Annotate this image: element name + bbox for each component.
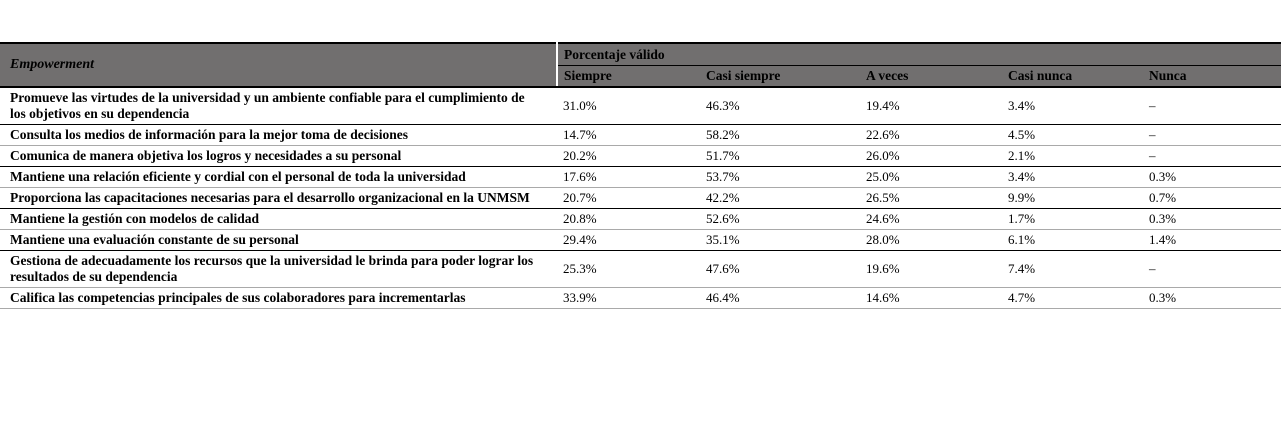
row-value: 20.7% <box>557 187 700 209</box>
row-value: 17.6% <box>557 166 700 188</box>
table-row: Gestiona de adecuadamente los recursos q… <box>0 250 1282 288</box>
row-value: 0.3% <box>1143 208 1282 230</box>
row-value: 58.2% <box>700 124 860 146</box>
column-header-row: Siempre Casi siempre A veces Casi nunca … <box>0 65 1282 88</box>
row-value: 3.4% <box>1002 87 1143 125</box>
table-row: Califica las competencias principales de… <box>0 287 1282 309</box>
row-label: Califica las competencias principales de… <box>0 287 557 309</box>
row-value: 28.0% <box>860 229 1002 251</box>
row-value: 20.2% <box>557 145 700 167</box>
row-value: 46.4% <box>700 287 860 309</box>
row-value: 26.5% <box>860 187 1002 209</box>
table-row: Consulta los medios de información para … <box>0 124 1282 146</box>
row-value: 1.7% <box>1002 208 1143 230</box>
column-header-casi-nunca: Casi nunca <box>1002 65 1143 88</box>
row-value: 24.6% <box>860 208 1002 230</box>
row-value: 25.0% <box>860 166 1002 188</box>
row-label: Mantiene una evaluación constante de su … <box>0 229 557 251</box>
row-value: 22.6% <box>860 124 1002 146</box>
row-value: 2.1% <box>1002 145 1143 167</box>
row-value: 0.7% <box>1143 187 1282 209</box>
row-label: Mantiene una relación eficiente y cordia… <box>0 166 557 188</box>
row-value: 14.6% <box>860 287 1002 309</box>
table-container: Empowerment Porcentaje válido Siempre Ca… <box>0 42 1285 309</box>
row-value: 9.9% <box>1002 187 1143 209</box>
table-row: Proporciona las capacitaciones necesaria… <box>0 187 1282 209</box>
table-header: Empowerment Porcentaje válido Siempre Ca… <box>0 43 1282 88</box>
row-label: Proporciona las capacitaciones necesaria… <box>0 187 557 209</box>
table-title-empowerment: Empowerment <box>0 43 557 88</box>
row-label: Gestiona de adecuadamente los recursos q… <box>0 250 557 288</box>
table-body: Promueve las virtudes de la universidad … <box>0 87 1282 309</box>
row-value: 47.6% <box>700 250 860 288</box>
row-value: 4.7% <box>1002 287 1143 309</box>
row-value: 29.4% <box>557 229 700 251</box>
column-header-nunca: Nunca <box>1143 65 1282 88</box>
table-row: Comunica de manera objetiva los logros y… <box>0 145 1282 167</box>
row-value: 52.6% <box>700 208 860 230</box>
column-header-siempre: Siempre <box>556 65 700 88</box>
row-value: – <box>1143 87 1282 125</box>
row-value: 53.7% <box>700 166 860 188</box>
row-value: 46.3% <box>700 87 860 125</box>
column-header-a-veces: A veces <box>860 65 1002 88</box>
table-row: Mantiene una evaluación constante de su … <box>0 229 1282 251</box>
row-value: 7.4% <box>1002 250 1143 288</box>
row-value: 51.7% <box>700 145 860 167</box>
row-value: – <box>1143 250 1282 288</box>
table-row: Mantiene la gestión con modelos de calid… <box>0 208 1282 230</box>
row-value: – <box>1143 145 1282 167</box>
row-value: 0.3% <box>1143 166 1282 188</box>
row-label: Consulta los medios de información para … <box>0 124 557 146</box>
row-value: 14.7% <box>557 124 700 146</box>
row-value: 3.4% <box>1002 166 1143 188</box>
row-value: 20.8% <box>557 208 700 230</box>
empowerment-statistics-table: Empowerment Porcentaje válido Siempre Ca… <box>0 42 1282 309</box>
row-label: Comunica de manera objetiva los logros y… <box>0 145 557 167</box>
row-value: 25.3% <box>557 250 700 288</box>
row-value: 19.4% <box>860 87 1002 125</box>
row-value: 1.4% <box>1143 229 1282 251</box>
group-header-porcentaje-valido: Porcentaje válido <box>555 43 1282 66</box>
row-value: 33.9% <box>557 287 700 309</box>
row-value: 35.1% <box>700 229 860 251</box>
row-value: 42.2% <box>700 187 860 209</box>
group-header-row: Empowerment Porcentaje válido <box>0 43 1282 88</box>
row-value: 26.0% <box>860 145 1002 167</box>
row-value: 6.1% <box>1002 229 1143 251</box>
row-value: – <box>1143 124 1282 146</box>
row-value: 0.3% <box>1143 287 1282 309</box>
table-row: Promueve las virtudes de la universidad … <box>0 87 1282 125</box>
row-value: 4.5% <box>1002 124 1143 146</box>
row-label: Promueve las virtudes de la universidad … <box>0 87 557 125</box>
table-row: Mantiene una relación eficiente y cordia… <box>0 166 1282 188</box>
column-header-casi-siempre: Casi siempre <box>700 65 860 88</box>
row-value: 19.6% <box>860 250 1002 288</box>
row-label: Mantiene la gestión con modelos de calid… <box>0 208 557 230</box>
row-value: 31.0% <box>557 87 700 125</box>
